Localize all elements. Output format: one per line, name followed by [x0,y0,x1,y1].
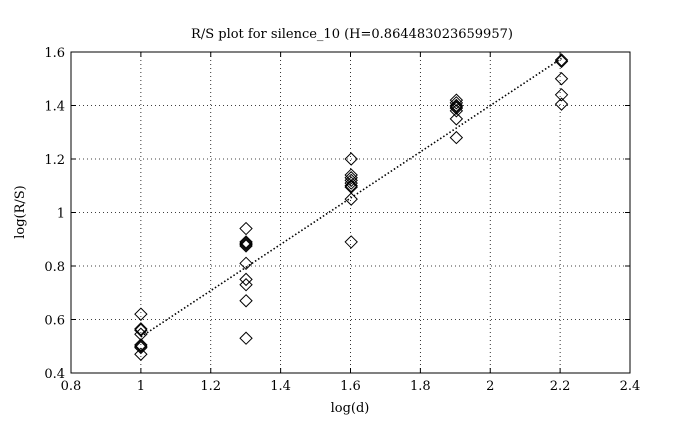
data-point-diamond [344,235,358,249]
y-tick-labels: 0.4 0.6 0.8 1 1.2 1.4 1.6 [44,46,65,382]
y-tick-label: 0.6 [44,314,65,329]
data-point-diamond [134,323,148,337]
data-point-diamond [344,152,358,166]
y-axis-label: log(R/S) [13,185,28,239]
axis-ticks [70,51,631,374]
data-point-diamond [239,235,253,249]
data-point-diamond [239,272,253,287]
data-point-diamond [239,256,253,271]
x-tick-labels: 0.8 1 1.2 1.4 1.6 1.8 2 2.2 2.4 [61,379,641,394]
data-point-diamond [134,339,148,353]
data-point-diamond [239,237,253,252]
data-point-diamond [134,338,148,352]
data-point-diamond [239,236,253,250]
data-point-diamond [344,179,358,193]
x-tick-label: 2.2 [550,379,571,394]
y-tick-label: 0.4 [44,367,65,382]
data-point-diamond [554,54,569,69]
y-tick-label: 0.8 [44,260,65,275]
data-point-diamond [449,96,464,110]
data-point-diamond [344,171,358,185]
data-point-diamond [554,72,569,86]
data-point-diamond [449,93,464,107]
grid-lines [71,52,630,373]
data-point-diamond [134,322,148,336]
data-point-diamond [554,97,569,111]
data-point-diamond [449,112,464,126]
x-tick-label: 1.2 [200,379,221,394]
data-point-diamond [134,340,148,355]
data-point-diamond [449,104,464,118]
data-point-diamond [239,331,253,345]
data-points [134,53,569,361]
y-tick-label: 1.6 [44,46,65,61]
data-point-diamond [239,278,253,292]
x-axis-label: log(d) [331,401,370,416]
data-point-diamond [134,347,148,361]
data-point-diamond [449,98,464,113]
x-tick-label: 2 [486,379,494,394]
data-point-diamond [449,130,464,145]
x-tick-label: 2.4 [620,379,641,394]
data-point-diamond [554,88,569,102]
data-point-diamond [239,221,253,236]
data-point-diamond [344,192,358,206]
data-point-diamond [344,173,358,188]
x-tick-label: 0.8 [61,379,82,394]
data-point-diamond [344,176,358,190]
x-tick-label: 1.4 [270,379,291,394]
y-tick-label: 1.4 [44,100,65,115]
fit-line [140,57,562,338]
data-point-diamond [134,307,148,321]
chart-title: R/S plot for silence_10 (H=0.86448302365… [191,27,513,42]
y-tick-label: 1.2 [44,153,65,168]
data-point-diamond [239,239,253,253]
x-tick-label: 1.6 [340,379,361,394]
x-tick-label: 1.8 [410,379,431,394]
y-tick-label: 1 [57,207,65,222]
data-point-diamond [554,53,569,67]
data-point-diamond [239,294,253,308]
x-tick-label: 1 [137,379,145,394]
data-point-diamond [449,101,464,115]
